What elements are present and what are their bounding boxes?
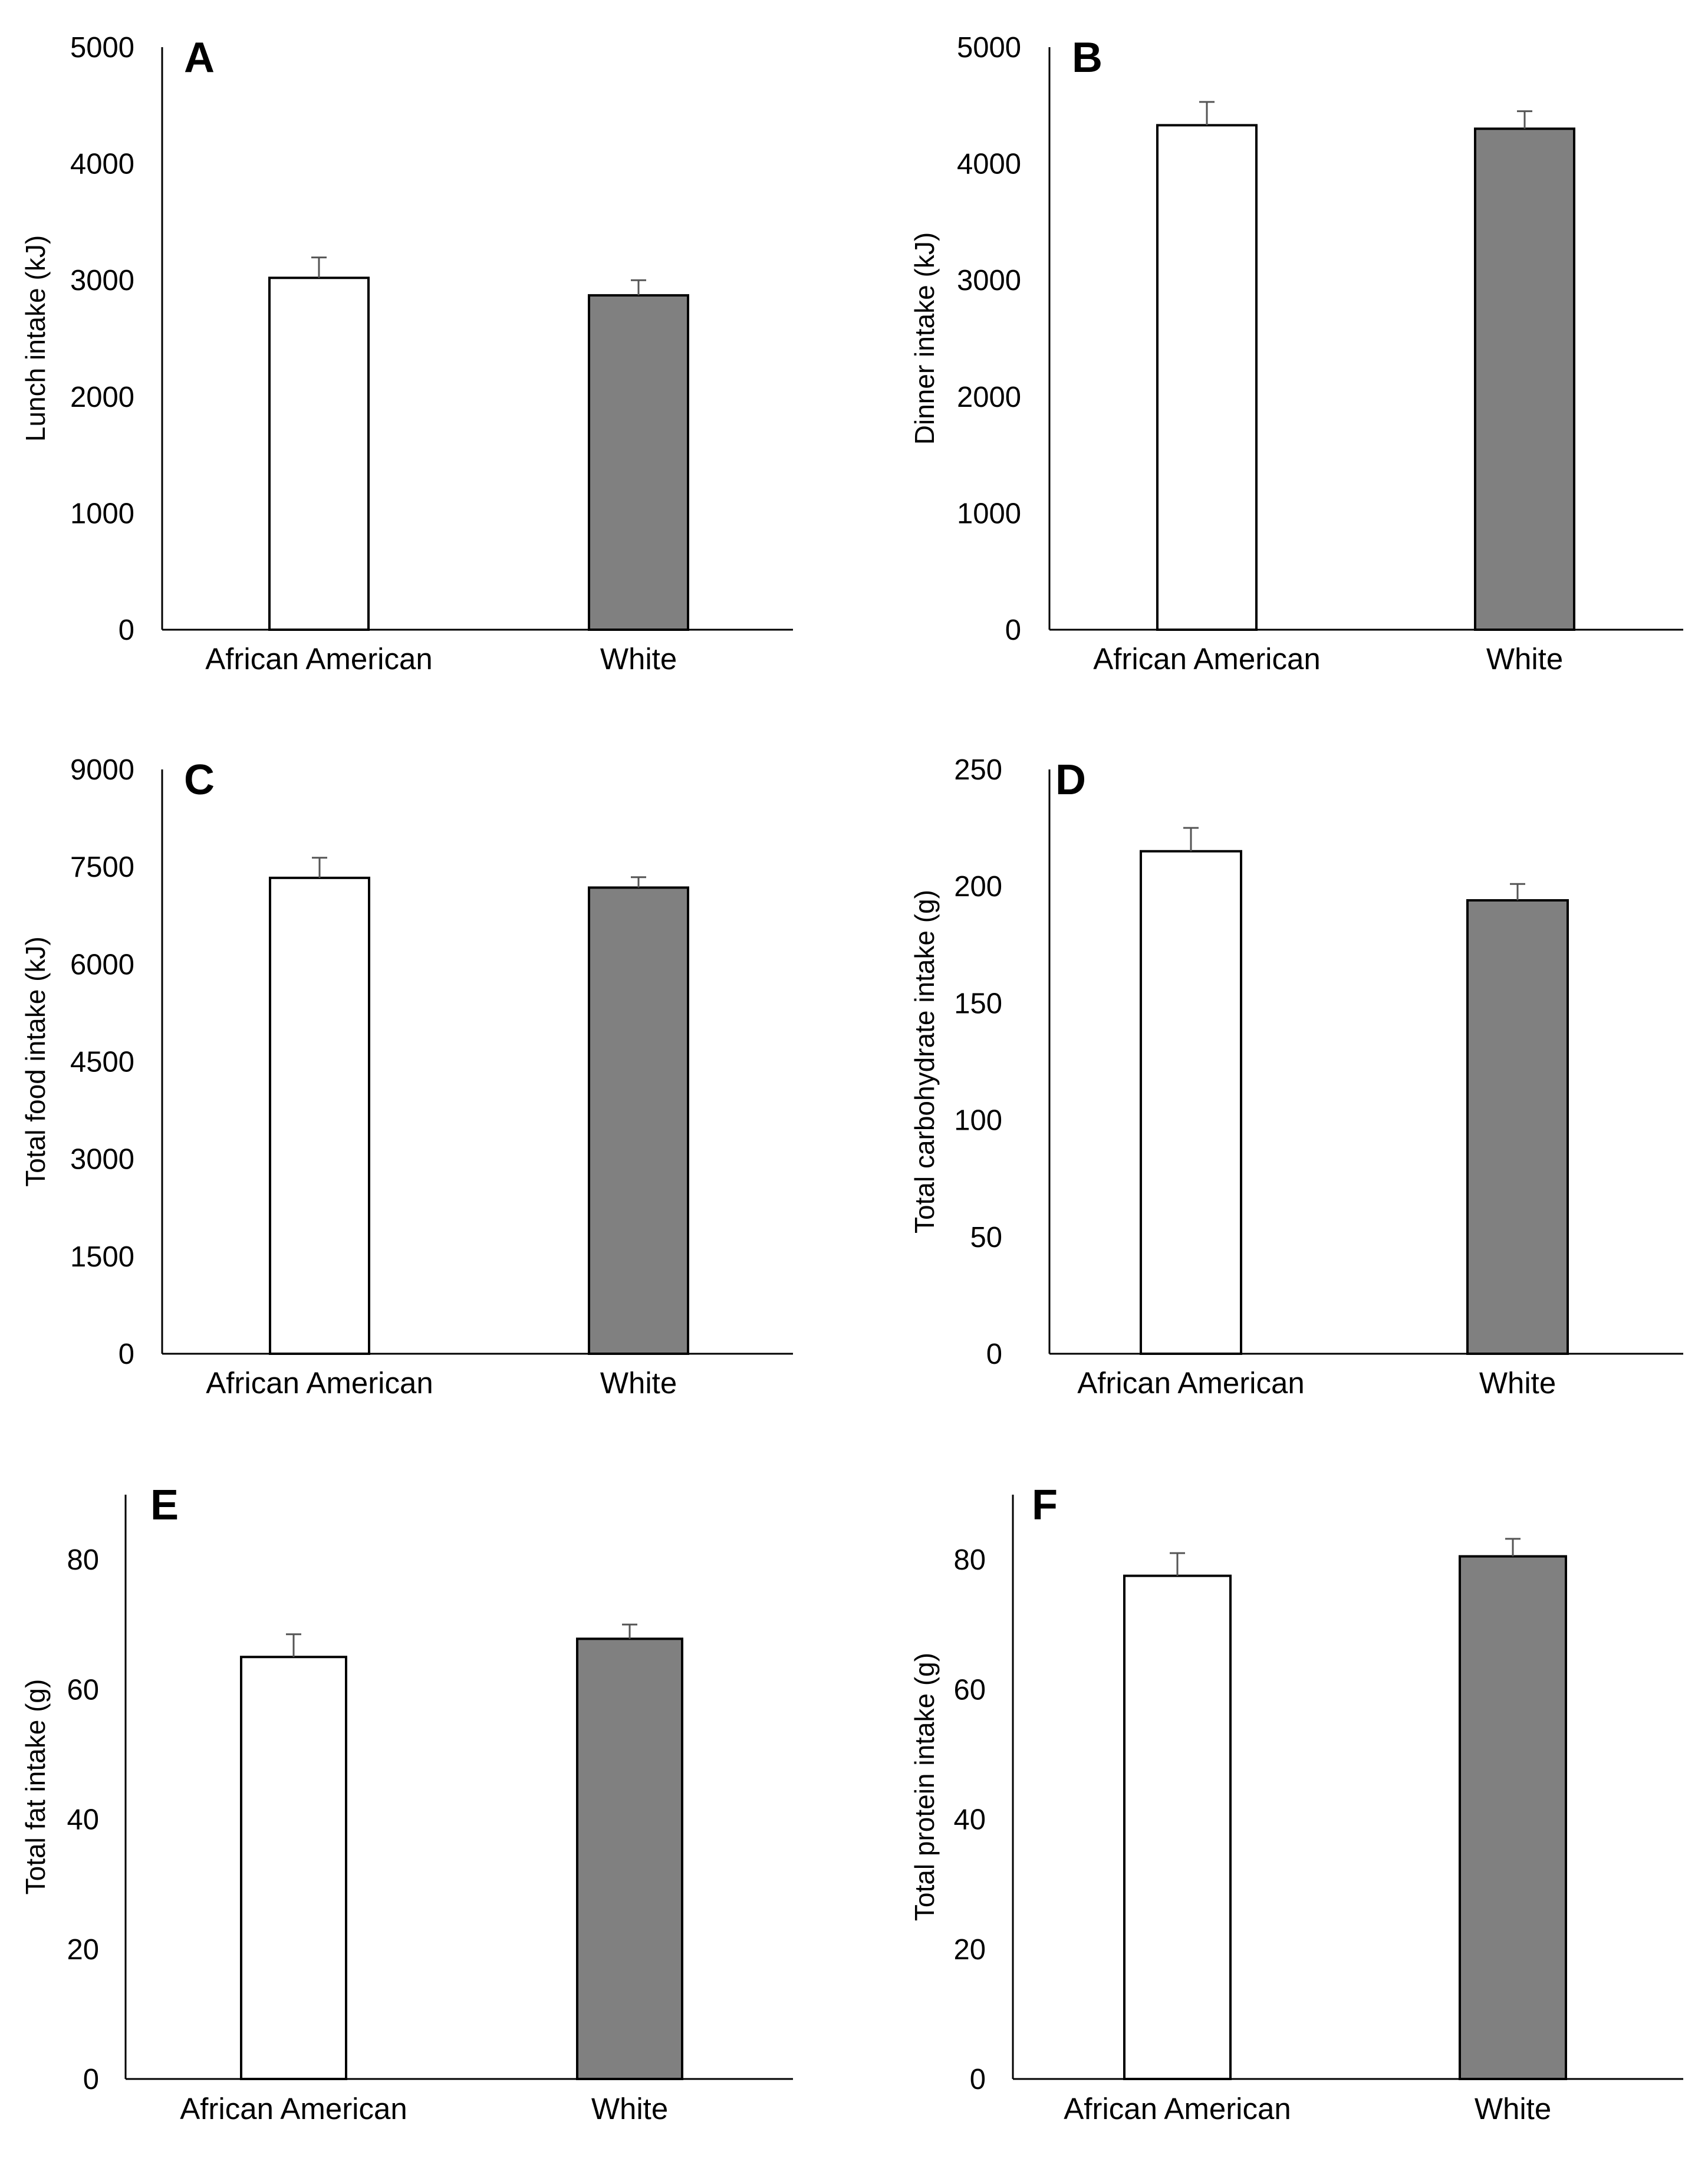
error-bar <box>1510 883 1525 900</box>
y-tick-label: 4000 <box>70 149 134 180</box>
error-bar <box>631 279 646 295</box>
y-axis-label: Total fat intake (g) <box>20 1679 51 1895</box>
bar-white <box>588 294 689 631</box>
y-tick-label: 0 <box>119 1338 134 1370</box>
y-tick-label: 3000 <box>957 265 1021 297</box>
error-bar <box>622 1623 637 1639</box>
panel-a: 0 1000 2000 3000 4000 5000 African American Whi… <box>20 32 793 676</box>
error-bar <box>631 876 646 888</box>
category-label: White <box>1479 1366 1556 1400</box>
bar-african-american <box>1156 124 1258 631</box>
y-tick-label: 0 <box>1005 614 1021 646</box>
y-tick-label: 4500 <box>70 1047 134 1078</box>
panel-d: 0 50 100 150 200 250 African American White Tota… <box>909 754 1683 1400</box>
bar-african-american <box>269 876 370 1355</box>
y-tick-label: 250 <box>954 754 1002 786</box>
category-label: African American <box>1093 642 1321 676</box>
y-tick-label: 80 <box>953 1544 986 1576</box>
y-tick-label: 5000 <box>957 32 1021 64</box>
y-tick-label: 20 <box>67 1934 99 1966</box>
y-tick-label: 60 <box>67 1674 99 1706</box>
y-tick-label: 0 <box>83 2064 99 2095</box>
y-axis-label: Dinner intake (kJ) <box>909 232 940 445</box>
y-tick-label: 7500 <box>70 851 134 883</box>
panel-letter: E <box>150 1482 179 1529</box>
y-tick-label: 150 <box>954 988 1002 1019</box>
y-tick-label: 40 <box>67 1804 99 1836</box>
bar-african-american <box>240 1656 347 2081</box>
error-bar <box>311 256 327 278</box>
bar-white <box>1459 1555 1567 2080</box>
y-axis-label: Total food intake (kJ) <box>20 936 51 1186</box>
y-tick-label: 5000 <box>70 32 134 64</box>
y-tick-label: 40 <box>953 1804 986 1836</box>
category-label: African American <box>1077 1366 1305 1400</box>
panel-b: 0 1000 2000 3000 4000 5000 African American Whi… <box>909 32 1683 676</box>
error-bar <box>1199 101 1215 126</box>
y-tick-label: 0 <box>119 614 134 646</box>
category-label: White <box>591 2092 668 2126</box>
panel-letter: C <box>184 756 215 804</box>
bar-african-american <box>1140 850 1242 1355</box>
panel-f: 0 20 40 60 80 African American White Total prot… <box>909 1482 1683 2126</box>
error-bar <box>1505 1538 1521 1557</box>
y-tick-label: 200 <box>954 871 1002 903</box>
category-label: African American <box>180 2092 407 2126</box>
y-tick-label: 1000 <box>70 498 134 529</box>
bar-white <box>576 1637 683 2081</box>
panel-letter: F <box>1032 1482 1058 1529</box>
error-bar <box>286 1633 301 1657</box>
panel-letter: B <box>1072 34 1103 81</box>
panel-e: 0 20 40 60 80 African American White Total fat … <box>20 1482 793 2126</box>
category-label: White <box>600 642 677 676</box>
y-tick-label: 6000 <box>70 949 134 981</box>
y-tick-label: 2000 <box>957 381 1021 413</box>
y-tick-label: 0 <box>986 1338 1002 1370</box>
bar-african-american <box>268 277 370 631</box>
y-axis-label: Total carbohydrate intake (g) <box>909 890 940 1233</box>
panel-c: 0 1500 3000 4500 6000 7500 9000 African America… <box>20 754 793 1400</box>
y-tick-label: 3000 <box>70 265 134 297</box>
y-tick-label: 100 <box>954 1105 1002 1137</box>
bar-white <box>588 886 689 1355</box>
y-axis-label: Lunch intake (kJ) <box>20 235 51 442</box>
category-label: African American <box>206 1366 433 1400</box>
y-axis-label: Total protein intake (g) <box>909 1653 940 1921</box>
category-label: African American <box>205 642 433 676</box>
error-bar <box>1183 827 1199 851</box>
y-tick-label: 60 <box>953 1674 986 1706</box>
category-label: African American <box>1064 2092 1291 2126</box>
error-bar <box>312 857 327 878</box>
category-label: White <box>1475 2092 1551 2126</box>
y-tick-label: 3000 <box>70 1144 134 1176</box>
y-tick-label: 1500 <box>70 1241 134 1273</box>
y-tick-label: 9000 <box>70 754 134 786</box>
y-tick-label: 4000 <box>957 149 1021 180</box>
category-label: White <box>1486 642 1563 676</box>
panel-letter: A <box>184 34 215 81</box>
error-bar <box>1517 110 1532 129</box>
bar-white <box>1466 899 1569 1355</box>
error-bar <box>1170 1552 1185 1576</box>
panel-letter: D <box>1055 756 1086 804</box>
y-tick-label: 50 <box>970 1222 1002 1254</box>
category-label: White <box>600 1366 677 1400</box>
y-tick-label: 2000 <box>70 381 134 413</box>
bar-white <box>1474 127 1575 631</box>
bar-african-american <box>1123 1574 1232 2080</box>
y-tick-label: 20 <box>953 1934 986 1966</box>
y-tick-label: 1000 <box>957 498 1021 529</box>
y-tick-label: 0 <box>970 2064 986 2095</box>
y-tick-label: 80 <box>67 1544 99 1576</box>
